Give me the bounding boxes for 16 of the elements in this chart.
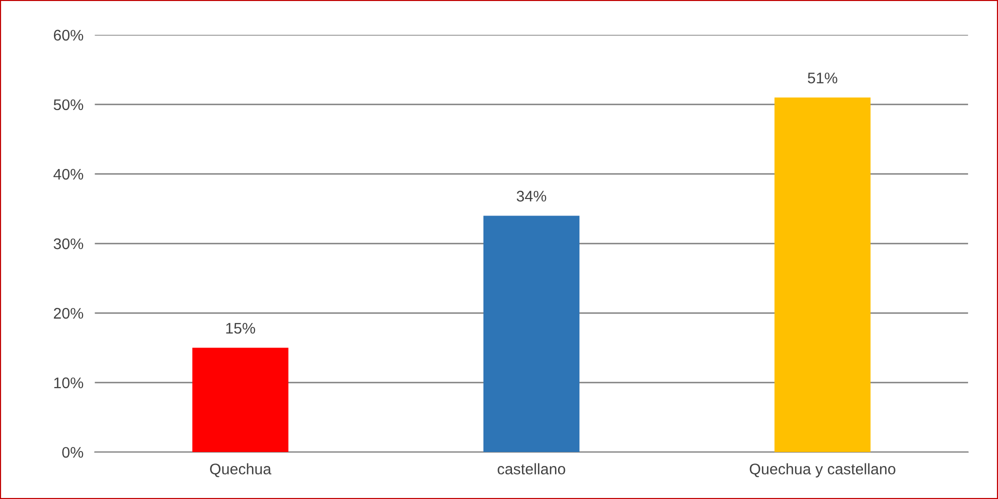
x-tick-label: castellano: [498, 463, 566, 474]
y-tick-label: 30%: [54, 238, 84, 250]
y-tick-label: 0%: [62, 446, 84, 458]
data-label: 34%: [516, 190, 546, 202]
bar: [774, 98, 871, 452]
y-tick-label: 10%: [54, 377, 84, 388]
y-tick-label: 60%: [54, 30, 84, 41]
x-tick-label: Quechua y castellano: [750, 463, 896, 478]
data-label: 51%: [808, 72, 838, 84]
bar: [192, 348, 288, 452]
x-tick-label: Quechua: [210, 463, 272, 478]
y-tick-label: 50%: [54, 99, 84, 110]
y-tick-label: 40%: [53, 168, 84, 180]
y-tick-label: 20%: [54, 308, 84, 319]
data-label: 15%: [226, 322, 256, 334]
bar: [483, 216, 580, 452]
